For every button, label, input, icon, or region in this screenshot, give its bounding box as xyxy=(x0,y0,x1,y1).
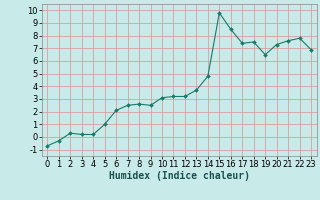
X-axis label: Humidex (Indice chaleur): Humidex (Indice chaleur) xyxy=(109,171,250,181)
